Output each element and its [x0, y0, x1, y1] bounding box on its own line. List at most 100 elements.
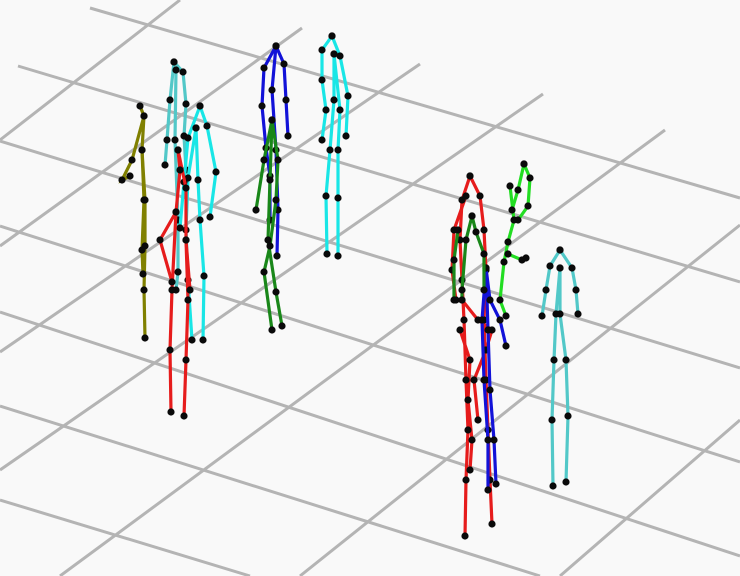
skeleton-joint [480, 250, 488, 258]
skeleton-joint [344, 92, 352, 100]
skeleton-joint [466, 172, 474, 180]
skeleton-joint [470, 376, 478, 384]
grid-line [299, 223, 740, 576]
skeleton-olive [118, 102, 149, 342]
grid-line [559, 418, 740, 576]
skeleton-joint [126, 172, 134, 180]
skeleton-joint [168, 286, 176, 294]
skeleton-red-left [156, 146, 194, 420]
skeleton-joint [212, 168, 220, 176]
skeleton-joint [260, 156, 268, 164]
skeleton-joint [128, 156, 136, 164]
skeleton-joint [171, 136, 179, 144]
skeleton-dark-green-right [450, 212, 488, 304]
skeleton-joint [274, 156, 282, 164]
skeleton-joint [138, 146, 146, 154]
grid-line [0, 224, 740, 464]
skeleton-joint [278, 322, 286, 330]
skeleton-joint [318, 46, 326, 54]
skeleton-joint [486, 386, 494, 394]
skeleton-joint [272, 288, 280, 296]
skeleton-joint [510, 216, 518, 224]
skeleton-joint [188, 336, 196, 344]
skeleton-joint [182, 184, 190, 192]
skeleton-turquoise-right [538, 246, 582, 490]
skeleton-joint [258, 102, 266, 110]
skeleton-joint [264, 236, 272, 244]
skeleton-bone [118, 114, 146, 184]
skeleton-joint [168, 278, 176, 286]
skeleton-joint [266, 176, 274, 184]
skeleton-joint [458, 296, 466, 304]
skeleton-joint [138, 246, 146, 254]
skeleton-joint [524, 202, 532, 210]
skeleton-bone [168, 210, 178, 414]
skeleton-bone [198, 104, 218, 219]
skeleton-joint [462, 192, 470, 200]
skeleton-bone [140, 148, 146, 276]
grid-line [0, 139, 740, 370]
skeleton-joint [284, 132, 292, 140]
skeleton-bone [262, 118, 280, 332]
skeleton-joint [484, 436, 492, 444]
skeleton-joint [186, 286, 194, 294]
skeleton-joint [568, 264, 576, 272]
skeleton-bone [324, 52, 336, 256]
skeleton-bone [470, 214, 486, 292]
grid-line [0, 0, 181, 142]
skeleton-joint [548, 416, 556, 424]
skeleton-joint [260, 268, 268, 276]
skeleton-bone [460, 214, 474, 302]
skeleton-joint [184, 174, 192, 182]
skeleton-joint [546, 262, 554, 270]
grid-line [0, 310, 740, 558]
skeleton-joint [172, 208, 180, 216]
skeleton-joint [166, 96, 174, 104]
skeleton-joint [464, 396, 472, 404]
skeleton-joint [273, 252, 281, 260]
skeleton-joint [330, 50, 338, 58]
skeleton-joint [318, 76, 326, 84]
skeleton-joint [464, 426, 472, 434]
skeleton-joint [280, 60, 288, 68]
skeleton-joint [549, 482, 557, 490]
skeleton-joint [203, 122, 211, 130]
skeleton-joint [458, 286, 466, 294]
skeleton-joint [163, 136, 171, 144]
skeleton-joint [504, 250, 512, 258]
skeleton-joint [461, 532, 469, 540]
skeleton-bone [178, 104, 202, 230]
skeleton-joint [522, 254, 530, 262]
skeleton-joint [460, 316, 468, 324]
skeleton-bone [558, 266, 570, 484]
skeleton-joint [182, 236, 190, 244]
skeleton-joint [456, 326, 464, 334]
skeleton-joint [468, 212, 476, 220]
skeleton-joint [480, 376, 488, 384]
skeleton-joint [526, 174, 534, 182]
skeleton-joint [542, 286, 550, 294]
skeleton-joint [334, 194, 342, 202]
skeleton-blue-left [258, 42, 292, 260]
skeleton-joint [167, 408, 175, 416]
skeleton-joint [468, 436, 476, 444]
skeleton-joint [496, 316, 504, 324]
skeleton-bone [558, 248, 580, 316]
skeleton-joint [174, 268, 182, 276]
skeleton-joint [496, 296, 504, 304]
skeleton-joint [334, 252, 342, 260]
skeleton-joint [474, 416, 482, 424]
skeleton-joint [179, 68, 187, 76]
skeleton-joint [538, 312, 546, 320]
skeleton-joint [268, 116, 276, 124]
skeleton-joint [182, 356, 190, 364]
skeleton-joint [141, 334, 149, 342]
skeleton-bone [330, 34, 350, 138]
skeleton-joint [556, 264, 564, 272]
skeleton-joint [318, 136, 326, 144]
skeleton-joint [450, 296, 458, 304]
skeleton-joint [196, 102, 204, 110]
skeleton-joint [476, 192, 484, 200]
skeleton-bone [516, 162, 532, 222]
